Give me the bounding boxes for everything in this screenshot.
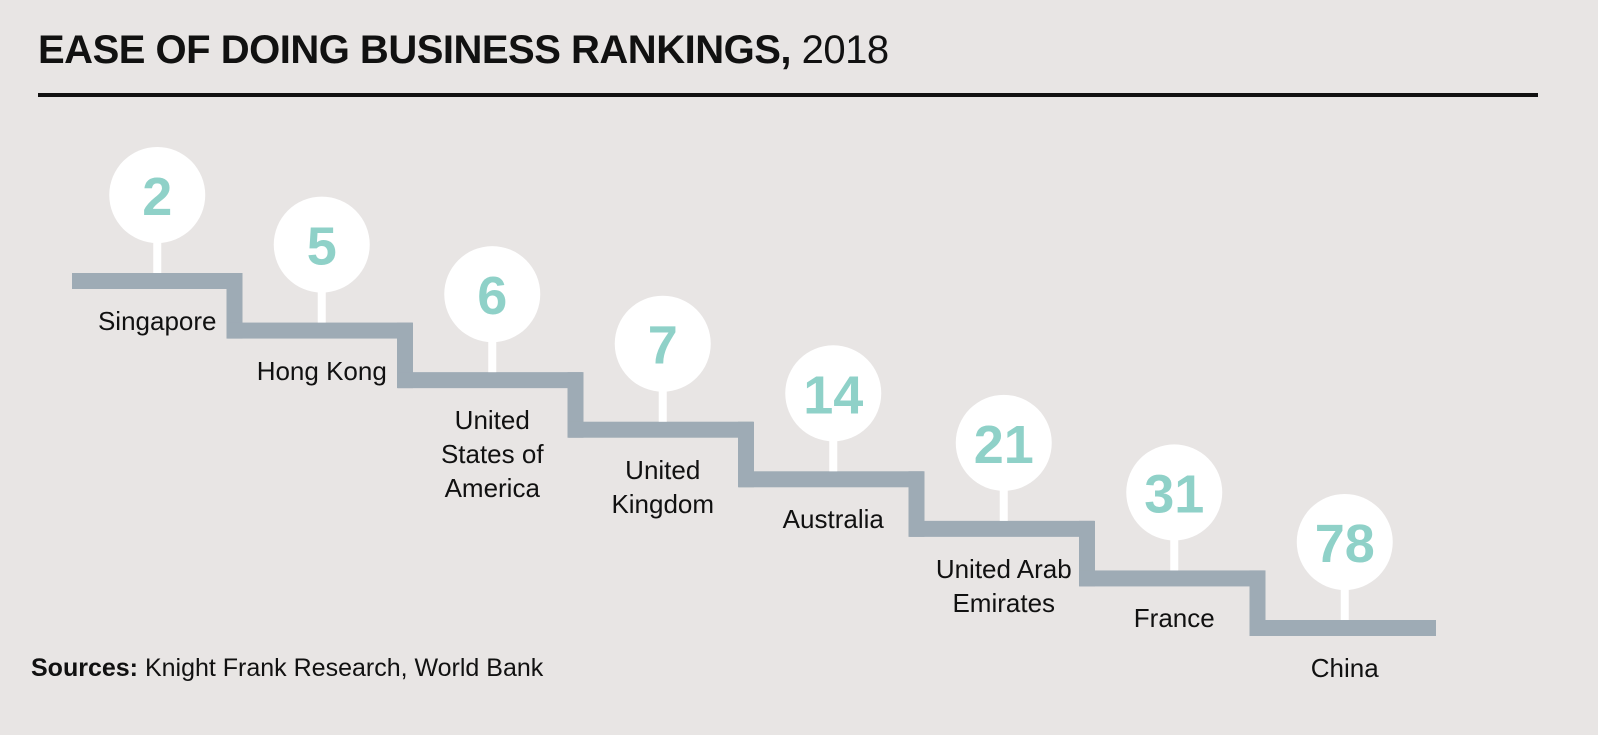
pin-stem: [1340, 586, 1349, 620]
pin-stem: [829, 437, 838, 472]
rank-value: 2: [142, 167, 172, 227]
step-tread: [739, 471, 924, 488]
source-text: Knight Frank Research, World Bank: [144, 654, 544, 682]
country-label: France: [1133, 603, 1215, 634]
chart-title-year: 2018: [801, 28, 889, 72]
step-riser: [738, 421, 754, 488]
step-tread: [227, 322, 412, 339]
step-tread: [1080, 570, 1265, 587]
pin-stem: [153, 239, 162, 273]
step-tread: [909, 520, 1094, 537]
country-label: Hong Kong: [256, 355, 387, 386]
rank-value: 5: [307, 217, 337, 277]
rank-value: 31: [1144, 464, 1204, 524]
chart-title: EASE OF DOING BUSINESS RANKINGS, 2018: [38, 26, 889, 74]
rank-circle: [273, 196, 370, 293]
rank-circle: [444, 246, 541, 343]
step-riser: [397, 322, 413, 389]
pin-stem: [1170, 536, 1179, 571]
rank-value: 7: [648, 316, 678, 376]
step-tread: [72, 273, 242, 289]
pin-stem: [658, 387, 667, 422]
step-riser: [908, 471, 925, 537]
rank-circle: [955, 394, 1052, 491]
rank-circle: [1296, 494, 1393, 590]
step-tread: [398, 372, 583, 389]
step-tread: [568, 421, 753, 438]
rank-value: 78: [1315, 514, 1375, 574]
country-label: United Kingdom: [611, 454, 715, 519]
country-label: China: [1310, 653, 1379, 683]
rank-circle: [614, 295, 711, 392]
country-label: Australia: [782, 504, 884, 535]
country-label: United States of America: [440, 405, 544, 504]
step-riser: [1079, 520, 1095, 587]
pin-stem: [999, 486, 1008, 521]
step-riser: [226, 273, 243, 339]
step-riser: [1249, 570, 1266, 636]
rank-circle: [1126, 444, 1223, 541]
rank-value: 21: [974, 415, 1034, 475]
title-divider: [38, 93, 1538, 97]
rank-value: 14: [803, 365, 863, 425]
pin-stem: [488, 338, 497, 373]
source-label: Sources:: [31, 654, 138, 682]
country-label: United Arab Emirates: [935, 553, 1072, 618]
step-riser: [567, 372, 584, 438]
rank-value: 6: [477, 266, 507, 326]
pin-stem: [317, 288, 326, 323]
step-tread: [1250, 620, 1436, 636]
rank-circle: [109, 147, 206, 243]
rank-circle: [785, 345, 882, 442]
chart-title-main: EASE OF DOING BUSINESS RANKINGS,: [38, 28, 791, 72]
source-note: Sources: Knight Frank Research, World Ba…: [31, 654, 543, 683]
country-label: Singapore: [97, 306, 217, 336]
